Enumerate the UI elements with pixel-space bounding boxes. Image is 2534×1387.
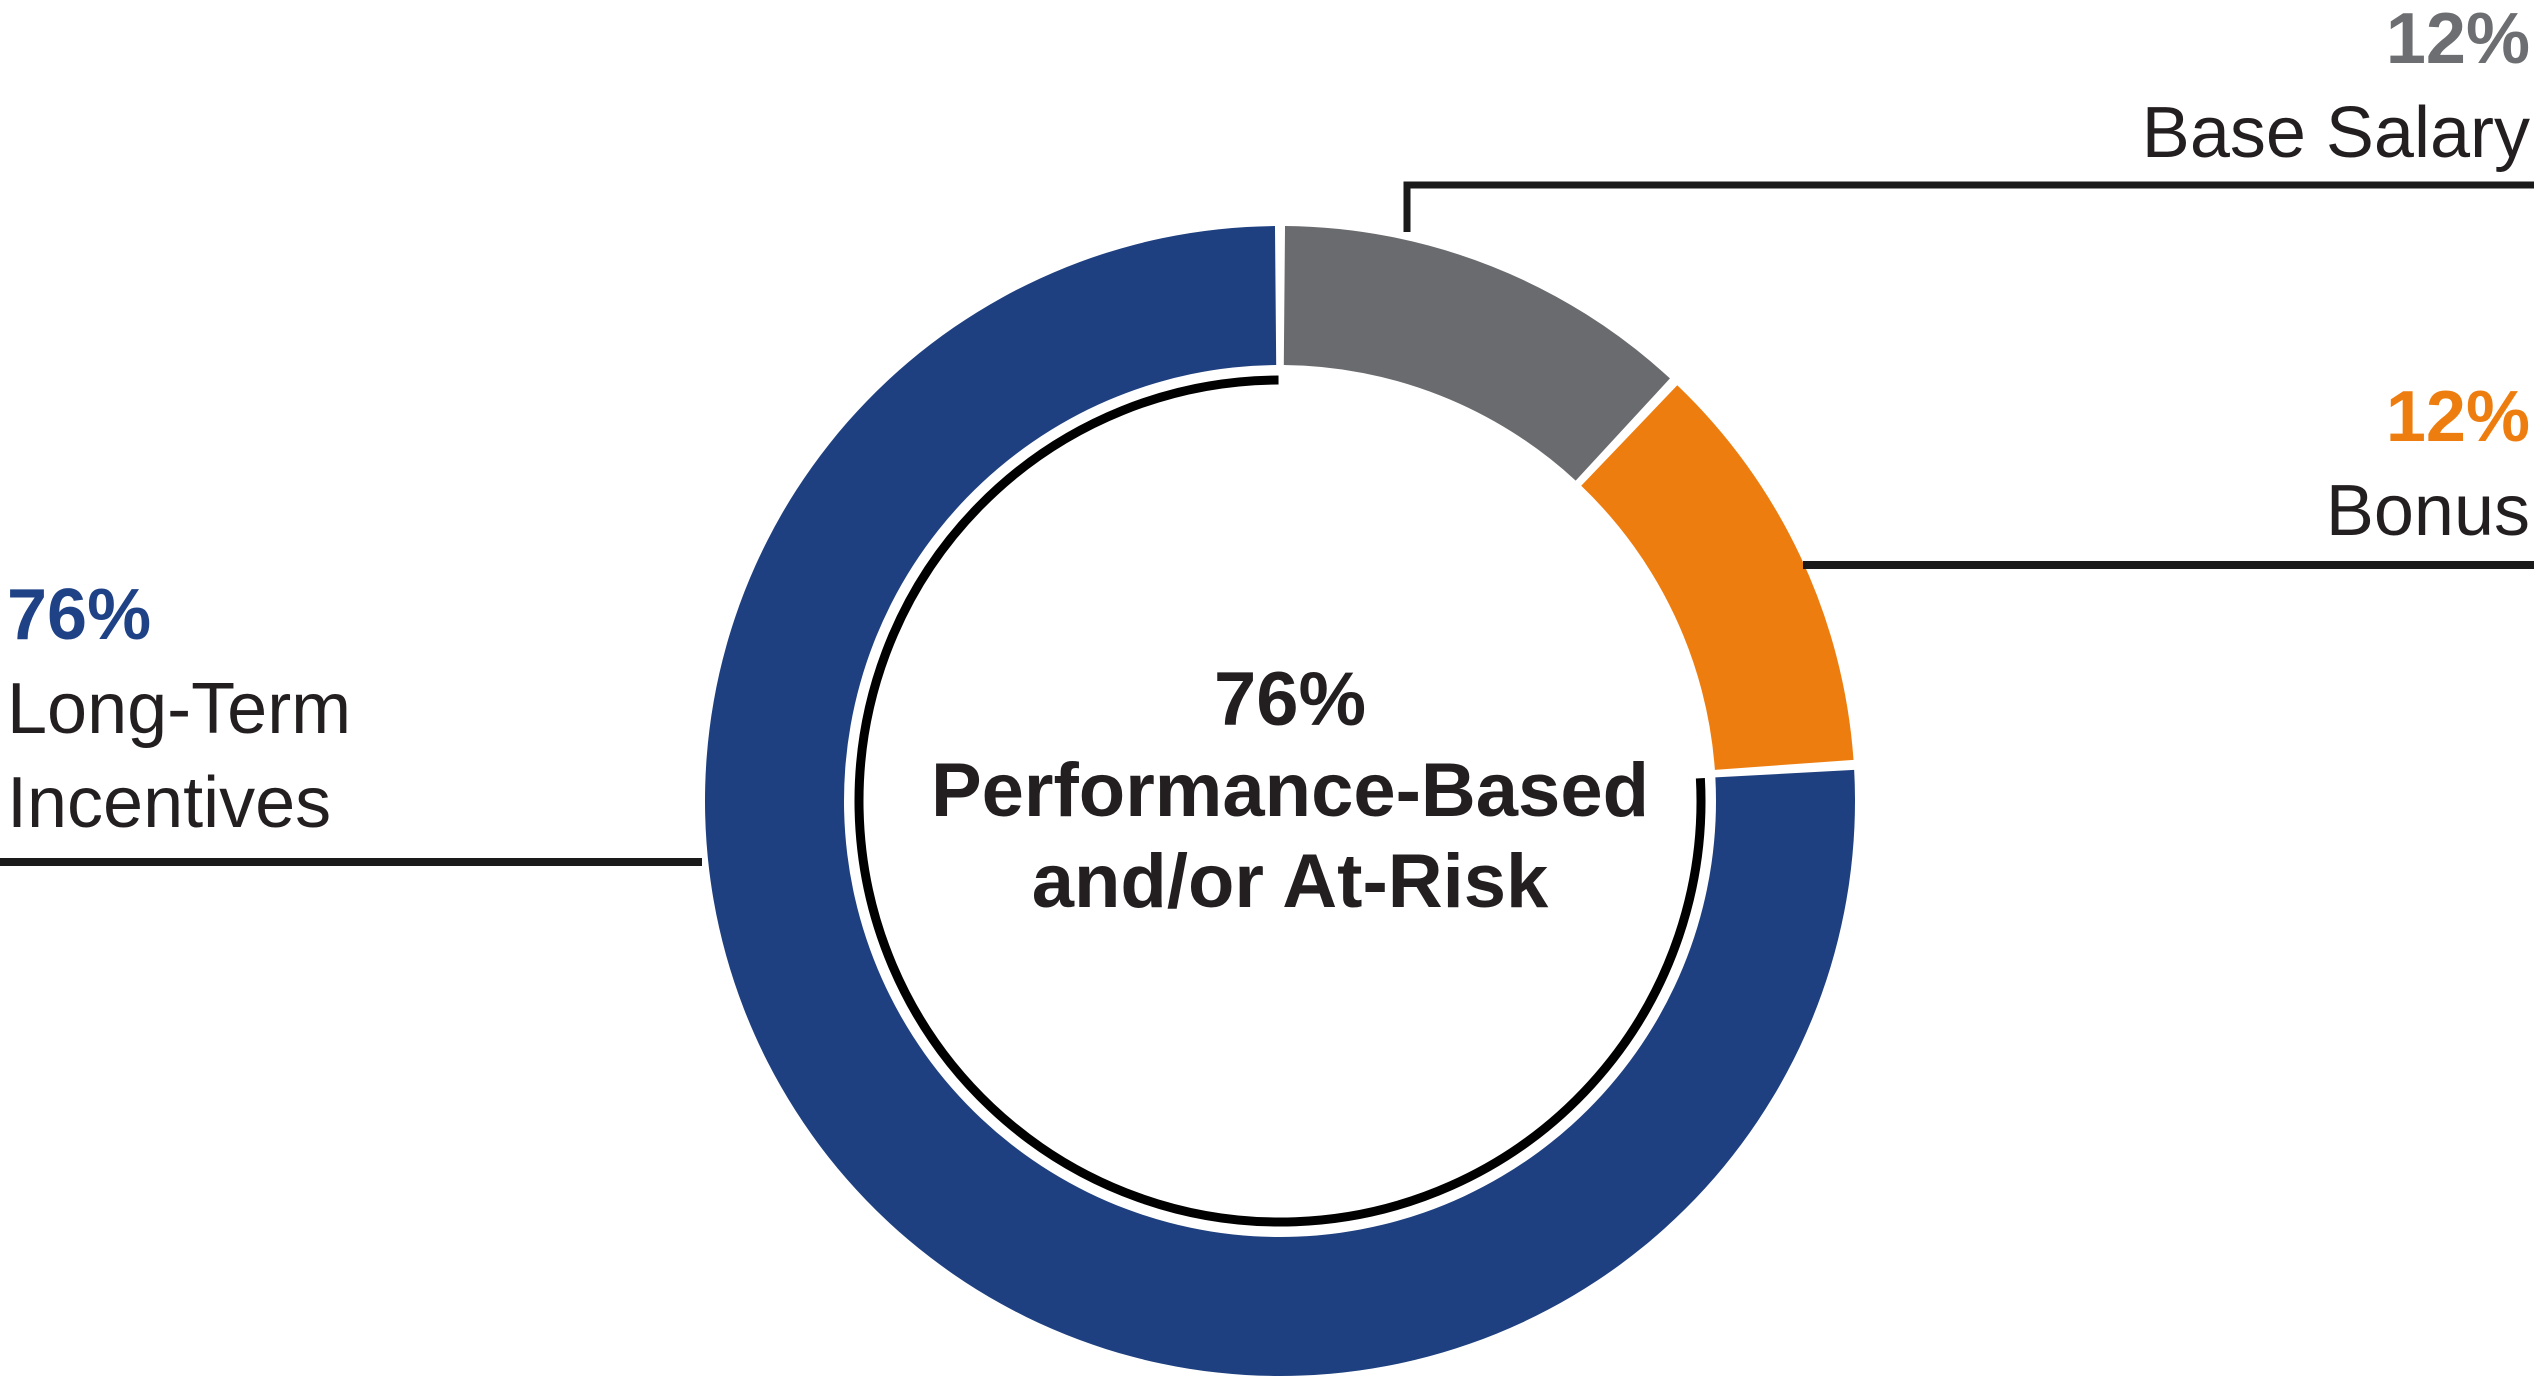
- callout-base-salary: 12% Base Salary: [2142, 0, 2530, 180]
- center-annotation-percent: 76%: [1213, 657, 1367, 742]
- slice-base-salary: [1283, 226, 1670, 481]
- callout-long-term-incentives: 76% Long-Term Incentives: [7, 568, 351, 850]
- center-annotation-line2: Performance-Based: [930, 748, 1650, 833]
- long-term-incentives-label-line2: Incentives: [7, 763, 332, 843]
- long-term-incentives-label-line1: Long-Term: [7, 669, 352, 749]
- leader-line-base-salary: [1403, 181, 2534, 232]
- center-annotation-line3: and/or At-Risk: [1031, 839, 1549, 924]
- callout-bonus: 12% Bonus: [2326, 370, 2530, 558]
- long-term-incentives-percent: 76%: [7, 575, 152, 655]
- slice-bonus: [1581, 385, 1854, 770]
- center-annotation: 76% Performance-Based and/or At-Risk: [740, 654, 1840, 927]
- base-salary-label: Base Salary: [2141, 93, 2530, 173]
- bonus-percent: 12%: [2385, 377, 2530, 457]
- bonus-label: Bonus: [2325, 471, 2530, 551]
- inner-emphasis-arc: [854, 375, 1706, 1227]
- base-salary-percent: 12%: [2385, 0, 2530, 79]
